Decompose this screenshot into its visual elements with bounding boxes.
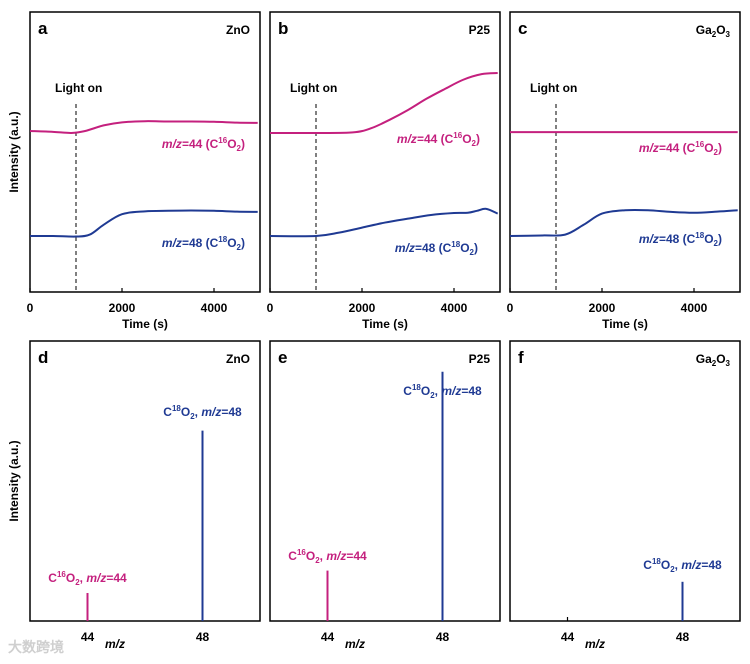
series-line-blue (29, 209, 258, 238)
x-axis-label: m/z (105, 637, 125, 651)
material-label: ZnO (226, 352, 250, 366)
series-label: m/z=48 (C18O2) (639, 231, 722, 248)
panel-f: f Ga2O3 44 48 m/z C18O2, m/z=48 (509, 340, 741, 651)
x-tick-label: 2000 (589, 301, 616, 315)
plot-frame (269, 340, 501, 622)
series-label: m/z=48 (C18O2) (162, 235, 245, 252)
x-tick-label: 44 (561, 630, 575, 644)
series-label: m/z=44 (C16O2) (162, 136, 245, 153)
panel-d: d ZnO 44 48 m/z Intensity (a.u.) C16O2, m/z=44… (7, 340, 261, 651)
light-on-annotation: Light on (55, 81, 102, 95)
x-tick-label: 48 (676, 630, 690, 644)
x-tick-label: 44 (321, 630, 335, 644)
x-tick-label: 4000 (681, 301, 708, 315)
x-axis-label: Time (s) (602, 317, 648, 331)
stick-label: C18O2, m/z=48 (403, 383, 482, 400)
panel-letter: c (518, 19, 527, 38)
series-line-blue (269, 207, 499, 238)
series-label: m/z=44 (C16O2) (639, 140, 722, 157)
y-axis-label: Intensity (a.u.) (7, 111, 21, 192)
panel-letter: e (278, 348, 287, 367)
plot-frame (29, 340, 261, 622)
plot-frame (509, 11, 741, 293)
series-label: m/z=44 (C16O2) (397, 131, 480, 148)
light-on-annotation: Light on (530, 81, 577, 95)
series-line-pink (269, 72, 498, 135)
x-tick-label: 48 (196, 630, 210, 644)
material-label: P25 (469, 23, 491, 37)
panel-e: e P25 44 48 m/z C16O2, m/z=44 C18O2, m/z=48 (269, 340, 501, 651)
stick-label: C16O2, m/z=44 (48, 570, 127, 587)
stick-label: C18O2, m/z=48 (643, 557, 722, 574)
material-label: Ga2O3 (696, 23, 731, 39)
material-label: P25 (469, 352, 491, 366)
light-on-annotation: Light on (290, 81, 337, 95)
x-axis-label: m/z (345, 637, 365, 651)
stick-label: C16O2, m/z=44 (288, 548, 367, 565)
panel-a: a ZnO 0 2000 4000 Time (s) Intensity (a.u.) Lig… (7, 11, 261, 331)
x-axis-label: Time (s) (362, 317, 408, 331)
x-tick-label: 48 (436, 630, 450, 644)
x-axis-label: m/z (585, 637, 605, 651)
x-tick-label: 44 (81, 630, 95, 644)
plot-frame (509, 340, 741, 622)
x-tick-label: 0 (507, 301, 514, 315)
panel-letter: d (38, 348, 48, 367)
x-tick-label: 2000 (109, 301, 136, 315)
panel-c: c Ga2O3 0 2000 4000 Time (s) Light on m/z=44 (C… (507, 11, 741, 331)
plot-frame (269, 11, 501, 293)
plot-frame (29, 11, 261, 293)
y-axis-label: Intensity (a.u.) (7, 440, 21, 521)
series-line-pink (29, 120, 258, 134)
series-line-blue (509, 208, 738, 237)
x-tick-label: 0 (267, 301, 274, 315)
x-tick-label: 4000 (441, 301, 468, 315)
panel-letter: a (38, 19, 48, 38)
x-axis-label: Time (s) (122, 317, 168, 331)
watermark-logo: 大数跨境 (8, 639, 64, 655)
material-label: Ga2O3 (696, 352, 731, 368)
x-tick-label: 2000 (349, 301, 376, 315)
panel-letter: f (518, 348, 524, 367)
material-label: ZnO (226, 23, 250, 37)
x-tick-label: 4000 (201, 301, 228, 315)
panel-b: b P25 0 2000 4000 Time (s) Light on m/z=44 (C16… (267, 11, 501, 331)
series-label: m/z=48 (C18O2) (395, 240, 478, 257)
stick-label: C18O2, m/z=48 (163, 404, 242, 421)
panel-letter: b (278, 19, 288, 38)
x-tick-label: 0 (27, 301, 34, 315)
